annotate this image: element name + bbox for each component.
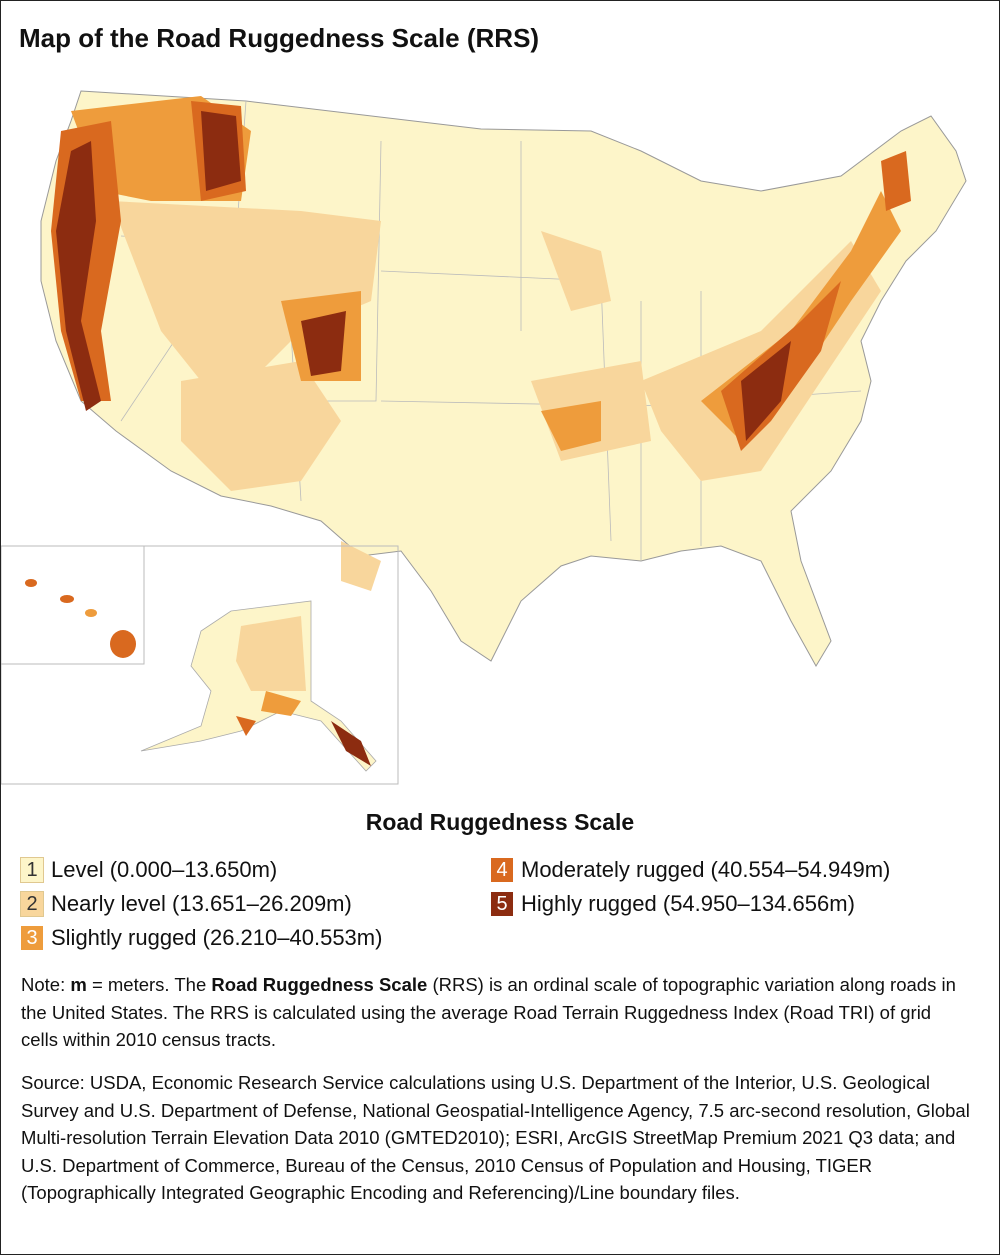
legend-item: 5 Highly rugged (54.950–134.656m) <box>491 887 971 921</box>
terrain-region <box>60 595 74 603</box>
terrain-region <box>541 231 611 311</box>
terrain-region <box>110 630 136 658</box>
terrain-region <box>111 201 381 381</box>
legend-badge: 2 <box>20 891 44 917</box>
alaska <box>140 600 377 772</box>
legend-label: Moderately rugged (40.554–54.949m) <box>521 857 891 882</box>
terrain-region <box>331 721 371 766</box>
map <box>1 90 967 785</box>
legend-title: Road Ruggedness Scale <box>365 809 635 835</box>
terrain-region <box>236 716 256 736</box>
legend-item: 3 Slightly rugged (26.210–40.553m) <box>21 921 491 955</box>
terrain-region <box>56 141 101 411</box>
legend-item: 1 Level (0.000–13.650m) <box>20 853 491 887</box>
legend: 1 Level (0.000–13.650m) 2 Nearly level (13.… <box>20 853 971 955</box>
note-text: Note: <box>21 974 71 995</box>
terrain-region <box>301 311 346 376</box>
inset-frame <box>1 545 399 785</box>
legend-badge: 4 <box>491 858 513 882</box>
note-text: = meters. The <box>86 974 212 995</box>
hawaii-frame <box>1 545 145 665</box>
terrain-region <box>181 361 341 491</box>
legend-label: Level (0.000–13.650m) <box>51 857 278 882</box>
terrain-region <box>341 541 381 591</box>
legend-label: Slightly rugged (26.210–40.553m) <box>51 925 383 950</box>
source: Source: USDA, Economic Research Service … <box>21 1072 970 1203</box>
terrain-region <box>261 691 301 716</box>
terrain-region <box>201 111 241 191</box>
legend-badge: 3 <box>21 926 43 950</box>
hawaii <box>25 579 136 658</box>
terrain-region <box>741 341 791 441</box>
legend-label: Highly rugged (54.950–134.656m) <box>521 891 855 916</box>
title: Map of the Road Ruggedness Scale (RRS) <box>19 23 540 53</box>
note-bold: m <box>70 974 87 995</box>
note-bold: Road Ruggedness Scale <box>211 974 428 995</box>
rugged-areas <box>51 96 911 591</box>
legend-item: 2 Nearly level (13.651–26.209m) <box>20 887 491 921</box>
terrain-region <box>25 579 37 587</box>
legend-item: 4 Moderately rugged (40.554–54.949m) <box>491 853 971 887</box>
legend-badge: 5 <box>491 892 513 916</box>
terrain-region <box>236 616 306 691</box>
legend-label: Nearly level (13.651–26.209m) <box>51 891 352 916</box>
legend-badge: 1 <box>20 857 44 883</box>
terrain-region <box>541 401 601 451</box>
terrain-region <box>85 609 97 617</box>
terrain-region <box>881 151 911 211</box>
note: Note: m = meters. The Road Ruggedness Sc… <box>21 971 971 1054</box>
note-text: (RRS) is an ordinal scale of topographic… <box>21 974 956 1050</box>
